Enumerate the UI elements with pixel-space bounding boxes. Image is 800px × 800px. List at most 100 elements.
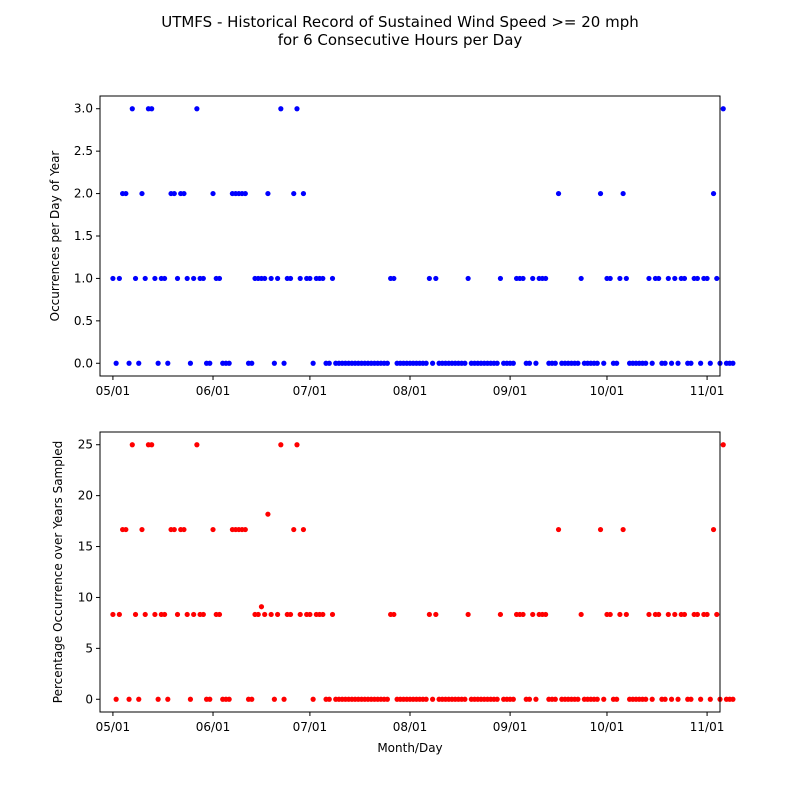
data-point [497, 275, 504, 282]
data-point [126, 360, 132, 366]
data-point [623, 611, 629, 618]
data-point [494, 696, 500, 702]
data-point [275, 611, 281, 618]
data-point [384, 360, 390, 366]
data-point [426, 275, 432, 282]
data-point [607, 275, 613, 282]
data-point [623, 275, 629, 282]
data-point [174, 275, 181, 282]
y-tick-label: 15 [78, 540, 93, 554]
data-point [649, 360, 655, 366]
data-point [300, 190, 307, 197]
y-axis-label: Occurrences per Day of Year [48, 151, 62, 322]
y-tick-label: 2.0 [74, 187, 93, 201]
data-point [113, 360, 119, 366]
data-point [326, 696, 332, 702]
data-point [278, 442, 284, 448]
data-point [281, 360, 287, 366]
data-point [384, 696, 390, 702]
data-point [543, 275, 549, 282]
data-point [662, 360, 668, 366]
data-point [707, 360, 713, 366]
data-point [730, 696, 736, 702]
data-point [688, 360, 694, 366]
data-point [462, 696, 468, 702]
data-point [643, 360, 649, 366]
data-point [662, 696, 668, 702]
data-point [200, 275, 206, 282]
y-tick-label: 1.0 [74, 271, 93, 285]
data-point [620, 526, 626, 533]
x-tick-label: 10/01 [590, 720, 625, 734]
data-point [665, 611, 671, 618]
data-point [675, 696, 681, 702]
data-point [578, 275, 584, 282]
data-point [430, 696, 436, 702]
data-point [594, 360, 600, 366]
x-tick-label: 07/01 [293, 384, 328, 398]
data-point [594, 696, 600, 702]
data-point [300, 526, 307, 533]
data-point [262, 275, 268, 282]
data-point [465, 275, 471, 282]
data-point [681, 611, 688, 618]
data-point [249, 696, 255, 702]
data-point [526, 360, 533, 366]
data-point [200, 611, 206, 618]
data-points [110, 106, 736, 366]
data-point [643, 696, 649, 702]
x-tick-label: 09/01 [493, 384, 528, 398]
data-point [617, 275, 623, 282]
data-point [320, 611, 326, 618]
data-point [226, 696, 232, 702]
data-point [720, 106, 726, 112]
data-point [255, 611, 261, 618]
x-tick-label: 09/01 [493, 720, 528, 734]
data-point [497, 611, 504, 618]
data-point [152, 275, 158, 282]
data-point [194, 106, 200, 112]
data-point [607, 611, 613, 618]
figure-title: UTMFS - Historical Record of Sustained W… [0, 13, 800, 49]
data-point [165, 360, 171, 366]
data-point [614, 360, 620, 366]
x-tick-label: 11/01 [690, 720, 725, 734]
data-point [520, 611, 526, 618]
data-point [533, 696, 539, 702]
data-point [433, 611, 439, 618]
data-point [614, 696, 620, 702]
occurrences-chart: 05/01 06/01 07/01 08/01 09/01 10/01 11/01 0.0 0.… [48, 95, 736, 398]
data-point [520, 275, 526, 282]
data-point [665, 275, 671, 282]
data-point [287, 275, 294, 282]
data-point [271, 360, 277, 366]
data-point [552, 360, 558, 366]
data-point [110, 611, 116, 618]
data-point [672, 611, 678, 618]
y-tick-label: 0.0 [74, 356, 93, 370]
y-tick-label: 20 [78, 489, 93, 503]
data-point [207, 360, 213, 366]
data-point [291, 526, 297, 533]
data-point [530, 275, 536, 282]
data-point [530, 611, 536, 618]
data-point [123, 190, 129, 197]
data-point [271, 696, 277, 702]
x-tick-label: 06/01 [196, 720, 231, 734]
data-point [226, 360, 232, 366]
y-tick-label: 1.5 [74, 229, 93, 243]
y-tick-label: 3.0 [74, 102, 93, 116]
data-point [672, 275, 678, 282]
data-point [187, 360, 194, 366]
x-tick-label: 07/01 [293, 720, 328, 734]
data-point [575, 696, 581, 702]
data-point [132, 611, 139, 618]
data-point [310, 696, 316, 702]
data-point [423, 360, 429, 366]
y-tick-label: 5 [85, 641, 93, 655]
data-point [656, 611, 662, 618]
data-point [294, 442, 300, 448]
data-point [265, 190, 271, 197]
data-point [155, 360, 161, 366]
data-point [694, 611, 701, 618]
